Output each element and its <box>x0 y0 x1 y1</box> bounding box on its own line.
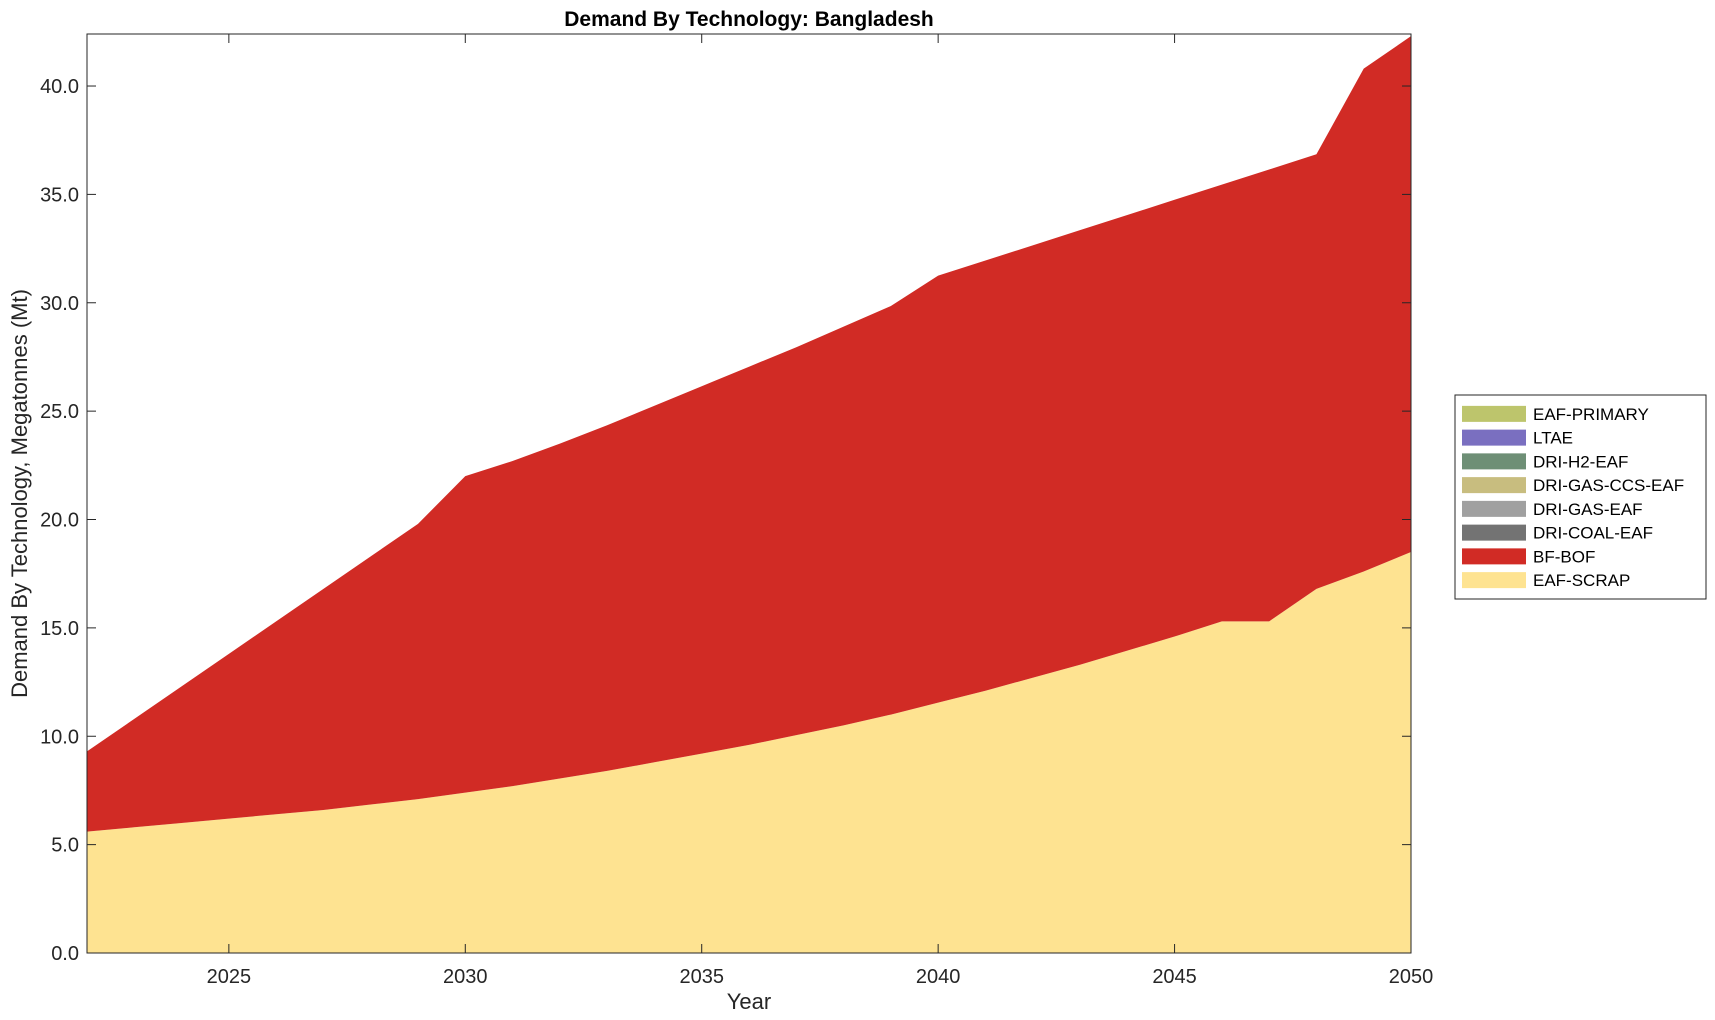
x-tick-label: 2050 <box>1389 966 1434 988</box>
legend-label-dri-gas-ccs-eaf: DRI-GAS-CCS-EAF <box>1533 476 1684 495</box>
area-eaf-scrap <box>87 552 1411 953</box>
area-bf-bof <box>87 36 1411 832</box>
legend-swatch-dri-h2-eaf <box>1462 453 1526 470</box>
legend-label-dri-h2-eaf: DRI-H2-EAF <box>1533 452 1628 471</box>
y-tick-label: 10.0 <box>40 726 79 748</box>
x-tick-label: 2035 <box>679 966 724 988</box>
x-tick-label: 2030 <box>443 966 488 988</box>
legend-label-dri-gas-eaf: DRI-GAS-EAF <box>1533 500 1643 519</box>
x-axis-label: Year <box>727 989 771 1014</box>
y-tick-label: 35.0 <box>40 184 79 206</box>
x-tick-label: 2040 <box>916 966 961 988</box>
legend-swatch-dri-coal-eaf <box>1462 524 1526 541</box>
tick-label-layer: 2025 2030 2035 2040 2045 2050 0.0 5.0 10.0 15.0 20… <box>40 76 1433 988</box>
legend-swatch-dri-gas-ccs-eaf <box>1462 477 1526 494</box>
y-tick-label: 30.0 <box>40 293 79 315</box>
y-tick-label: 25.0 <box>40 401 79 423</box>
chart-title: Demand By Technology: Bangladesh <box>564 8 934 31</box>
y-tick-label: 5.0 <box>51 835 79 857</box>
legend: EAF-PRIMARY LTAE DRI-H2-EAF DRI-GAS-CCS-EAF… <box>1454 394 1707 600</box>
y-tick-label: 40.0 <box>40 76 79 98</box>
legend-swatch-eaf-scrap <box>1462 572 1526 589</box>
legend-label-eaf-primary: EAF-PRIMARY <box>1533 405 1649 424</box>
y-tick-label: 15.0 <box>40 618 79 640</box>
legend-swatch-bf-bof <box>1462 548 1526 565</box>
x-tick-label: 2045 <box>1152 966 1197 988</box>
legend-swatch-dri-gas-eaf <box>1462 500 1526 517</box>
legend-label-bf-bof: BF-BOF <box>1533 547 1595 566</box>
y-tick-label: 20.0 <box>40 510 79 532</box>
legend-swatch-eaf-primary <box>1462 405 1526 422</box>
x-tick-label: 2025 <box>207 966 252 988</box>
legend-label-ltae: LTAE <box>1533 429 1573 448</box>
legend-label-dri-coal-eaf: DRI-COAL-EAF <box>1533 524 1653 543</box>
area-layer <box>87 36 1411 953</box>
legend-swatch-ltae <box>1462 429 1526 446</box>
legend-label-eaf-scrap: EAF-SCRAP <box>1533 571 1630 590</box>
legend-box <box>1454 394 1707 600</box>
plot-frame <box>86 33 1412 954</box>
y-tick-label: 0.0 <box>51 943 79 965</box>
y-axis-label: Demand By Technology, Megatonnes (Mt) <box>7 289 32 698</box>
